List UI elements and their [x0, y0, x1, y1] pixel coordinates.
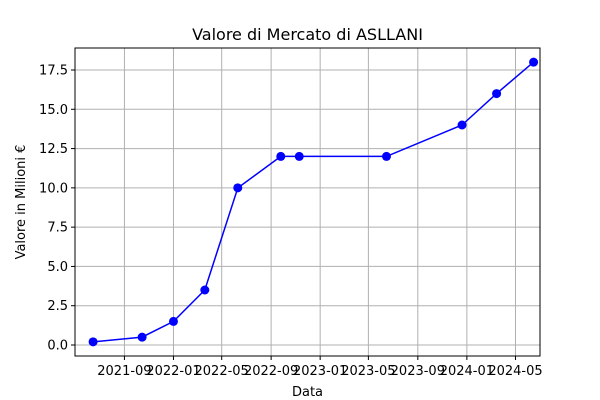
y-axis-label: Valore in Milioni € — [14, 145, 29, 260]
x-tick-label: 2024-01 — [440, 364, 494, 379]
data-point — [276, 151, 286, 161]
x-tick-label: 2023-09 — [391, 364, 445, 379]
x-tick-label: 2023-01 — [293, 364, 347, 379]
grid — [75, 48, 540, 356]
data-point — [200, 285, 210, 295]
y-tick-label: 5.0 — [47, 260, 68, 275]
data-point — [233, 183, 243, 193]
x-tick-label: 2021-09 — [97, 364, 151, 379]
x-axis: 2021-092022-012022-052022-092023-012023-… — [97, 356, 543, 379]
y-axis: 0.0 2.5 5.0 7.5 10.0 12.5 15.0 17.5 — [39, 64, 75, 354]
data-point — [137, 332, 147, 342]
data-point — [294, 151, 304, 161]
chart-title: Valore di Mercato di ASLLANI — [192, 25, 423, 44]
x-tick-label: 2022-09 — [244, 364, 298, 379]
data-point — [381, 151, 391, 161]
y-tick-label: 10.0 — [39, 181, 68, 196]
x-tick-label: 2023-05 — [341, 364, 395, 379]
data-point — [457, 120, 467, 130]
y-tick-label: 7.5 — [47, 221, 68, 236]
y-tick-label: 12.5 — [39, 142, 68, 157]
y-tick-label: 0.0 — [47, 339, 68, 354]
series-line — [93, 61, 535, 343]
series-layer — [88, 57, 539, 347]
x-axis-label: Data — [292, 385, 323, 400]
data-point — [529, 57, 539, 67]
x-tick-label: 2024-05 — [488, 364, 542, 379]
x-tick-label: 2022-01 — [146, 364, 200, 379]
x-tick-label: 2022-05 — [195, 364, 249, 379]
plot-area — [74, 47, 541, 357]
y-tick-label: 2.5 — [47, 299, 68, 314]
data-point — [492, 89, 502, 99]
data-point — [168, 316, 178, 326]
y-tick-label: 15.0 — [39, 103, 68, 118]
data-point — [88, 337, 98, 347]
y-tick-label: 17.5 — [39, 64, 68, 79]
